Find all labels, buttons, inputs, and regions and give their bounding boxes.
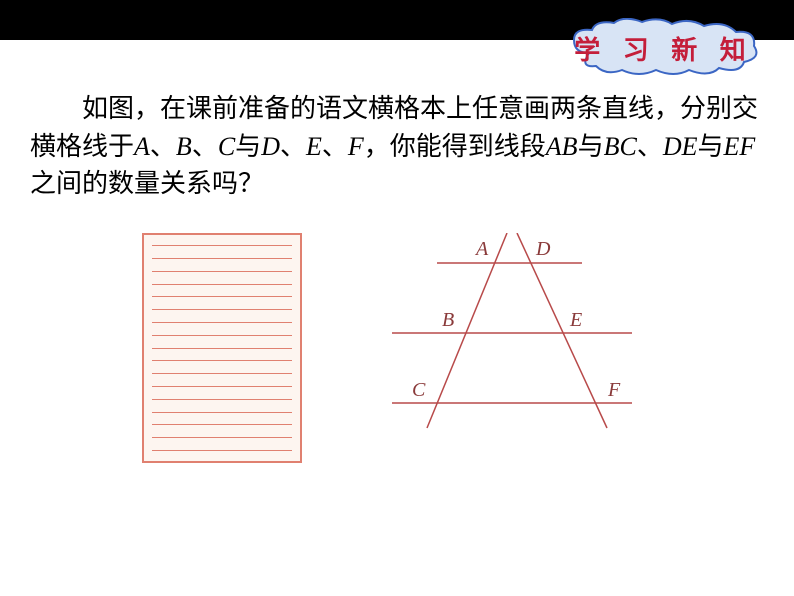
notebook-line <box>152 412 292 413</box>
notebook-line <box>152 437 292 438</box>
label-A: A <box>134 132 150 161</box>
notebook-line <box>152 271 292 272</box>
lesson-badge: 学 习 新 知 <box>564 18 764 78</box>
notebook-line <box>152 245 292 246</box>
notebook-line <box>152 284 292 285</box>
diagram-label-C: C <box>412 379 426 401</box>
notebook-line <box>152 450 292 451</box>
geometry-diagram: A D B E C F <box>372 233 652 443</box>
content-area: 如图，在课前准备的语文横格本上任意画两条直线，分别交横格线于A、B、C与D、E、… <box>0 40 794 463</box>
label-DE: DE <box>663 132 698 161</box>
notebook-line <box>152 386 292 387</box>
badge-text: 学 习 新 知 <box>564 30 764 67</box>
sep: 、 <box>192 132 218 161</box>
diagram-label-E: E <box>569 309 582 331</box>
notebook-line <box>152 373 292 374</box>
text-mid: 与 <box>235 132 261 161</box>
notebook-figure <box>142 233 302 463</box>
notebook-line <box>152 335 292 336</box>
sep: 、 <box>280 132 306 161</box>
text-mid2: 与 <box>578 132 604 161</box>
label-B: B <box>176 132 192 161</box>
diagram-label-D: D <box>535 238 551 260</box>
notebook-line <box>152 360 292 361</box>
sep: 、 <box>637 132 663 161</box>
label-C: C <box>218 132 235 161</box>
label-D: D <box>261 132 280 161</box>
text-post1: ，你能得到线段 <box>364 132 546 161</box>
text-post2: 之间的数量关系吗？ <box>30 169 264 198</box>
label-E: E <box>306 132 322 161</box>
problem-text: 如图，在课前准备的语文横格本上任意画两条直线，分别交横格线于A、B、C与D、E、… <box>30 90 764 203</box>
notebook-line <box>152 258 292 259</box>
notebook-line <box>152 309 292 310</box>
diagram-label-F: F <box>607 379 621 401</box>
notebook-line <box>152 399 292 400</box>
label-EF: EF <box>724 132 756 161</box>
figures-row: A D B E C F <box>30 233 764 463</box>
diagram-label-B: B <box>442 309 454 331</box>
label-BC: BC <box>604 132 637 161</box>
notebook-line <box>152 296 292 297</box>
text-mid3: 与 <box>698 132 724 161</box>
diagram-label-A: A <box>474 238 489 260</box>
notebook-line <box>152 322 292 323</box>
sep: 、 <box>322 132 348 161</box>
label-F: F <box>348 132 364 161</box>
label-AB: AB <box>546 132 578 161</box>
sep: 、 <box>150 132 176 161</box>
notebook-line <box>152 424 292 425</box>
notebook-line <box>152 348 292 349</box>
